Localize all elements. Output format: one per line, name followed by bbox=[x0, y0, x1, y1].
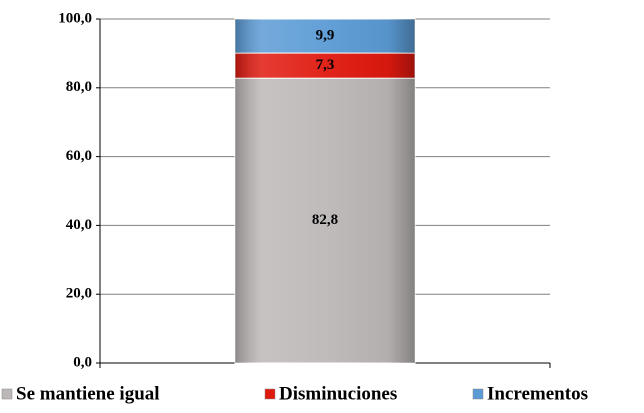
bar-shade bbox=[235, 53, 415, 79]
legend-swatch bbox=[472, 388, 484, 400]
legend-label: Incrementos bbox=[487, 383, 588, 404]
bar-shade bbox=[235, 78, 415, 363]
y-tick-label: 100,0 bbox=[58, 10, 92, 26]
data-label: 7,3 bbox=[316, 57, 335, 73]
data-label: 82,8 bbox=[312, 212, 338, 228]
legend-swatch bbox=[1, 388, 13, 400]
y-tick-label: 60,0 bbox=[66, 148, 92, 164]
y-tick-label: 0,0 bbox=[73, 354, 92, 370]
y-tick-label: 40,0 bbox=[66, 217, 92, 233]
bar-shade bbox=[235, 19, 415, 54]
legend-label: Se mantiene igual bbox=[16, 383, 160, 404]
legend-label: Disminuciones bbox=[279, 383, 397, 404]
y-tick-label: 20,0 bbox=[66, 286, 92, 302]
y-tick-label: 80,0 bbox=[66, 79, 92, 95]
data-label: 9,9 bbox=[316, 27, 335, 43]
legend-swatch bbox=[264, 388, 276, 400]
